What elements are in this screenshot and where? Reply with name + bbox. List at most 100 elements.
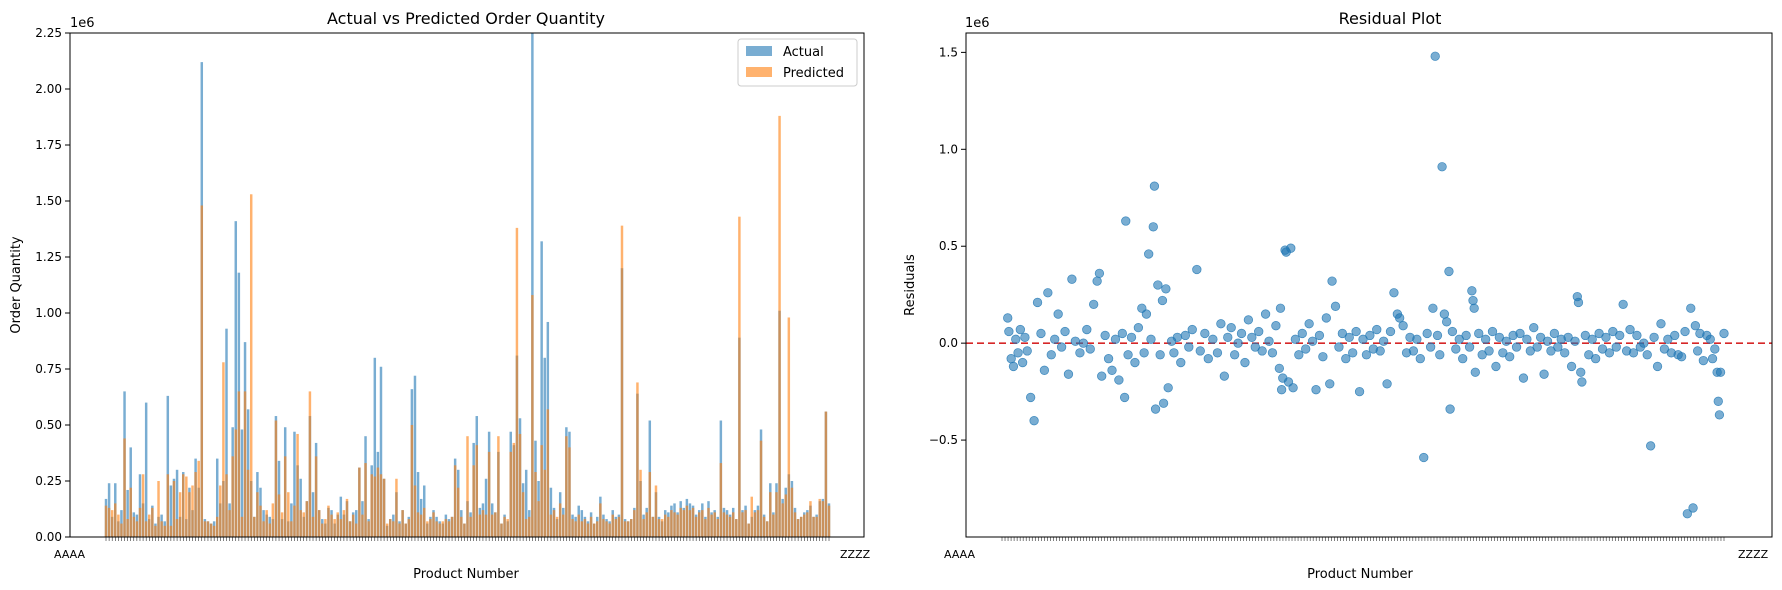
residual-point (1008, 361, 1019, 372)
bar-predicted (259, 505, 262, 537)
bar-predicted (815, 516, 818, 537)
bar-predicted (809, 501, 812, 537)
bar-predicted (151, 507, 154, 537)
bar-predicted (731, 512, 735, 537)
residual-point (1649, 332, 1659, 342)
bar-predicted (728, 516, 732, 537)
bar-predicted (135, 521, 139, 537)
residual-point (1412, 334, 1422, 344)
residual-point (1425, 342, 1436, 352)
bar-predicted (367, 521, 370, 537)
residual-point (1688, 503, 1698, 513)
bar-actual (144, 402, 148, 537)
residual-point (1004, 326, 1014, 337)
bar-predicted (447, 521, 451, 537)
bar-predicted (166, 474, 170, 537)
bar-predicted (117, 514, 120, 537)
bar-predicted (429, 519, 432, 537)
bar-predicted (293, 505, 296, 537)
residual-point (1141, 309, 1152, 319)
residual-point (1505, 352, 1515, 362)
bar-predicted (685, 505, 689, 537)
residual-point (1618, 299, 1628, 310)
residual-point (1130, 357, 1140, 368)
bar-predicted (562, 514, 565, 537)
bar-predicted (358, 467, 361, 537)
bar-predicted (772, 514, 775, 537)
bar-predicted (466, 436, 469, 537)
residual-point (1570, 336, 1580, 346)
scatter-plot-area (966, 51, 1772, 519)
bar-predicted (707, 507, 710, 537)
residual-point (1437, 162, 1447, 172)
bar-predicted (803, 514, 806, 537)
residual-point (1344, 332, 1354, 342)
bar-x-axis-label: Product Number (413, 567, 519, 582)
bar-predicted (583, 519, 587, 537)
residual-point (1056, 342, 1067, 352)
residual-point (1144, 249, 1154, 259)
bar-actual (166, 395, 170, 537)
bar-predicted (185, 476, 188, 537)
residual-point (1318, 352, 1328, 362)
residual-point (1036, 328, 1046, 339)
bar-predicted (262, 521, 265, 537)
scatter-x-tick-label-right: ZZZZ (1738, 548, 1769, 561)
residual-point (1715, 367, 1726, 377)
residual-point (1161, 284, 1171, 294)
residual-point (1172, 332, 1182, 342)
bar-actual (531, 33, 534, 537)
bar-legend: Actual Predicted (737, 38, 858, 87)
bar-predicted (413, 485, 417, 537)
bar-predicted (324, 519, 327, 537)
residual-point (1085, 344, 1095, 354)
bar-predicted (243, 391, 247, 537)
bar-predicted (790, 487, 794, 537)
residual-point (1063, 369, 1074, 379)
bar-predicted (611, 514, 614, 537)
bar-predicted (558, 503, 562, 537)
bar-predicted (114, 503, 117, 537)
bar-predicted (401, 510, 404, 537)
residual-point (1646, 441, 1656, 451)
bar-predicted (543, 469, 546, 537)
bar-predicted (524, 519, 528, 537)
bar-predicted (330, 514, 333, 537)
bar-predicted (586, 523, 590, 537)
bar-predicted (271, 503, 275, 537)
bar-predicted (444, 519, 448, 537)
bar-predicted (645, 512, 648, 537)
bar-predicted (209, 523, 213, 537)
bar-predicted (818, 498, 821, 537)
scatter-chart-offset-label: 1e6 (965, 16, 990, 31)
bar-predicted (787, 317, 791, 537)
residual-point (1698, 355, 1709, 366)
residual-point (1515, 328, 1525, 339)
residual-point (1442, 317, 1452, 327)
residual-point (1337, 328, 1348, 339)
bar-predicted (317, 510, 321, 537)
bar-predicted (719, 463, 723, 537)
residual-point (1264, 336, 1274, 346)
bar-predicted (280, 512, 284, 537)
residual-point (1243, 315, 1254, 325)
residual-point (1553, 342, 1563, 352)
bar-y-tick-label: 0.50 (35, 418, 62, 432)
bar-predicted (626, 521, 630, 537)
residual-point (1474, 328, 1484, 339)
bar-predicted (506, 519, 509, 537)
bar-predicted (120, 523, 123, 537)
bar-predicted (268, 523, 271, 537)
bar-predicted (722, 512, 726, 537)
bar-predicted (178, 492, 182, 537)
bar-predicted (240, 516, 244, 537)
residual-point (1415, 354, 1425, 364)
residual-point (1372, 324, 1382, 335)
residual-point (1597, 344, 1608, 354)
residual-point (1549, 328, 1560, 339)
bar-predicted (781, 503, 784, 537)
bar-predicted (589, 516, 593, 537)
bar-predicted (481, 510, 485, 537)
bar-predicted (759, 440, 763, 537)
bar-predicted (574, 521, 577, 537)
